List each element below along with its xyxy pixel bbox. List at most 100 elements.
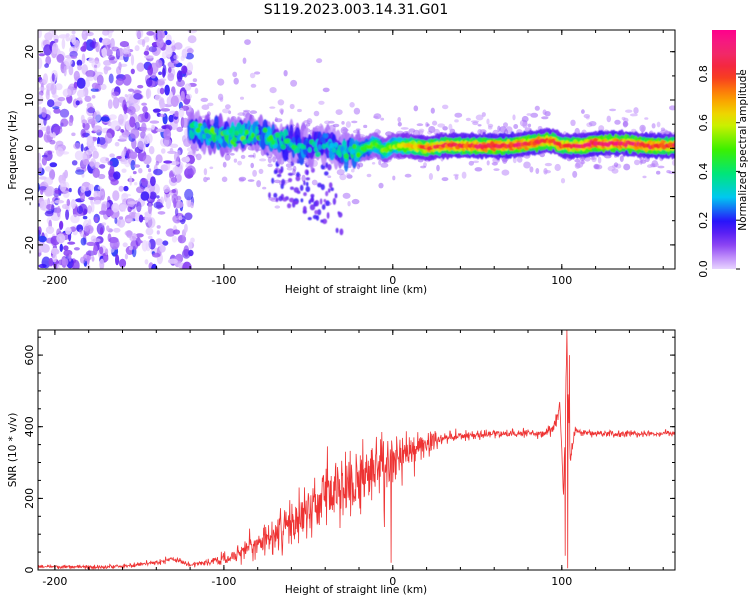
halo-blob bbox=[428, 126, 436, 133]
noise-blob bbox=[38, 57, 43, 70]
halo-blob bbox=[285, 163, 293, 168]
halo-blob bbox=[474, 167, 483, 172]
noise-blob bbox=[56, 233, 66, 244]
noise-blob bbox=[49, 162, 58, 168]
ridge-blob bbox=[244, 129, 249, 135]
ridge-blob bbox=[195, 127, 201, 133]
halo-blob bbox=[585, 116, 590, 120]
noise-blob bbox=[156, 225, 161, 229]
tail-blob bbox=[273, 192, 278, 198]
halo-blob bbox=[258, 168, 264, 174]
noise-blob bbox=[102, 255, 109, 262]
halo-blob bbox=[503, 122, 508, 128]
tail-blob bbox=[321, 204, 326, 210]
noise-blob bbox=[38, 152, 41, 163]
noise-blob bbox=[100, 227, 104, 235]
halo-blob bbox=[240, 96, 244, 100]
noise-blob bbox=[40, 188, 44, 195]
ridge-blob bbox=[341, 140, 347, 146]
noise-blob bbox=[190, 237, 195, 243]
noise-blob bbox=[82, 215, 88, 220]
tail-blob bbox=[327, 188, 331, 193]
noise-blob bbox=[99, 246, 104, 255]
noise-blob bbox=[142, 154, 152, 165]
halo-blob bbox=[233, 158, 238, 163]
tail-blob bbox=[319, 198, 323, 205]
noise-blob bbox=[81, 53, 86, 64]
tail-blob bbox=[324, 171, 329, 176]
ridge-blob bbox=[253, 137, 257, 143]
noise-blob bbox=[164, 84, 170, 96]
halo-blob bbox=[606, 115, 612, 123]
noise-blob bbox=[54, 38, 59, 43]
noise-blob bbox=[118, 113, 124, 125]
halo-blob bbox=[465, 117, 471, 122]
noise-blob bbox=[53, 125, 63, 135]
noise-blob bbox=[38, 30, 42, 39]
noise-blob bbox=[155, 128, 166, 133]
halo-blob bbox=[286, 167, 294, 171]
spectrogram-frame bbox=[37, 29, 676, 270]
noise-blob bbox=[109, 153, 115, 158]
tail-blob bbox=[323, 199, 327, 203]
noise-blob bbox=[47, 150, 53, 155]
halo-blob bbox=[642, 175, 647, 179]
noise-blob bbox=[62, 88, 72, 98]
noise-blob bbox=[184, 188, 194, 201]
noise-blob bbox=[182, 261, 192, 269]
halo-blob bbox=[486, 118, 490, 125]
noise-blob bbox=[163, 138, 172, 147]
colorbar-label: Normalized spectral amplitude bbox=[737, 69, 749, 230]
noise-blob bbox=[113, 171, 121, 180]
colorbar-ticks: 0.0 0.2 0.4 0.6 0.8 bbox=[697, 65, 740, 278]
noise-blob bbox=[121, 193, 132, 197]
noise-blob bbox=[76, 205, 84, 215]
noise-blob bbox=[170, 95, 179, 107]
halo-blob bbox=[629, 113, 638, 117]
noise-blob bbox=[45, 226, 55, 235]
tail-blob bbox=[327, 164, 332, 171]
noise-blob bbox=[54, 199, 65, 204]
halo-blob bbox=[244, 39, 251, 45]
noise-blob bbox=[75, 169, 85, 175]
noise-blob bbox=[72, 259, 80, 269]
x-tick-label: -200 bbox=[42, 274, 67, 287]
noise-blob bbox=[171, 189, 176, 193]
halo-blob bbox=[461, 171, 467, 179]
ridge-blob bbox=[354, 156, 359, 162]
tail-blob bbox=[299, 184, 304, 191]
ridge-blob bbox=[321, 143, 327, 150]
halo-blob bbox=[192, 78, 198, 83]
tail-blob bbox=[278, 195, 283, 202]
halo-blob bbox=[378, 182, 384, 189]
snr-plot-area bbox=[38, 330, 675, 570]
halo-blob bbox=[363, 124, 368, 129]
halo-blob bbox=[441, 177, 449, 182]
noise-blob bbox=[38, 118, 44, 128]
noise-blob bbox=[162, 240, 169, 246]
noise-blob bbox=[71, 160, 78, 166]
halo-blob bbox=[242, 110, 250, 117]
noise-blob bbox=[38, 242, 45, 253]
noise-blob bbox=[80, 46, 87, 52]
halo-blob bbox=[468, 160, 474, 166]
halo-blob bbox=[392, 175, 396, 181]
noise-blob bbox=[80, 185, 86, 193]
noise-blob bbox=[54, 144, 58, 151]
noise-blob bbox=[87, 107, 95, 114]
noise-blob bbox=[84, 95, 92, 102]
noise-blob bbox=[130, 159, 136, 171]
halo-blob bbox=[512, 114, 516, 121]
noise-blob bbox=[51, 42, 59, 55]
noise-blob bbox=[141, 39, 146, 47]
halo-blob bbox=[417, 159, 424, 163]
noise-blob bbox=[61, 258, 69, 266]
noise-blob bbox=[82, 122, 86, 128]
noise-blob bbox=[87, 153, 91, 160]
noise-blob bbox=[134, 182, 138, 186]
ridge-blob bbox=[242, 139, 248, 145]
tail-blob bbox=[276, 173, 282, 178]
halo-blob bbox=[544, 162, 553, 167]
snr-series-line bbox=[38, 330, 675, 570]
noise-blob bbox=[56, 205, 61, 218]
